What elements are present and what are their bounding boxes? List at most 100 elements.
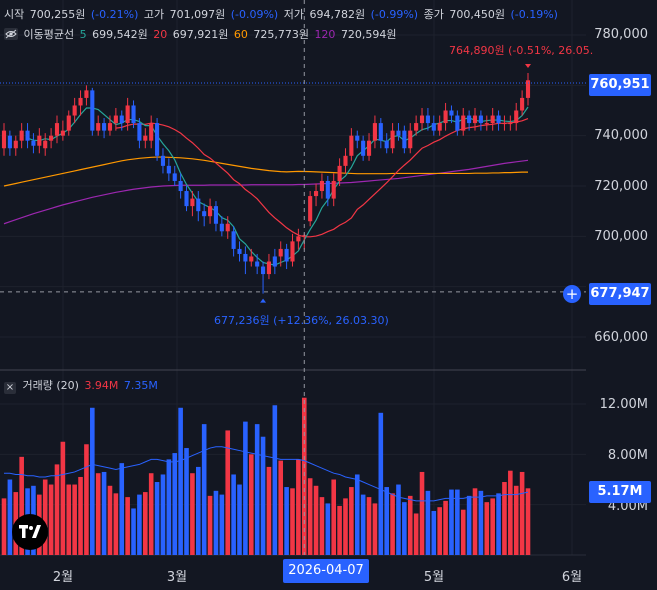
candle-body xyxy=(490,115,495,124)
volume-bar xyxy=(195,466,201,555)
time-tick: 5월 xyxy=(423,570,445,585)
candle-body xyxy=(166,165,171,174)
candle-body xyxy=(107,123,113,131)
candle-body xyxy=(72,105,77,116)
candle-body xyxy=(525,80,531,98)
volume-bar xyxy=(455,489,460,555)
candle-body xyxy=(125,105,130,124)
volume-bar xyxy=(207,495,213,555)
volume-bar xyxy=(472,488,478,555)
volume-bar xyxy=(396,484,401,555)
candle-body xyxy=(260,266,266,275)
candle-body xyxy=(437,123,442,131)
candle-body xyxy=(455,115,460,131)
volume-legend[interactable]: × 거래량 (20) 3.94M 7.35M xyxy=(4,377,160,394)
volume-bar xyxy=(425,490,431,555)
candle-body xyxy=(467,115,472,124)
open-change: (-0.21%) xyxy=(90,8,139,21)
close-change: (-0.19%) xyxy=(510,8,558,21)
volume-bar xyxy=(131,508,136,555)
candle-body xyxy=(31,140,36,146)
candle-body xyxy=(202,211,207,217)
volume-bar xyxy=(66,484,72,555)
candle-body xyxy=(478,115,483,124)
candle-body xyxy=(84,90,89,98)
volume-bar xyxy=(231,474,236,555)
volume-bar xyxy=(95,473,101,555)
volume-value: 3.94M xyxy=(84,379,119,392)
price-tick: 780,000 xyxy=(594,27,648,42)
high-change: (-0.09%) xyxy=(230,8,279,21)
candle-body xyxy=(496,115,501,124)
candle-body xyxy=(131,105,136,124)
tradingview-logo[interactable] xyxy=(12,514,48,550)
volume-bar xyxy=(513,485,519,555)
ma-legend-title: 이동평균선 xyxy=(23,28,75,41)
candle-body xyxy=(243,253,248,262)
volume-bar xyxy=(508,470,513,555)
candle-body xyxy=(349,135,354,156)
volume-bar xyxy=(443,500,448,555)
open-label: 시작 xyxy=(4,8,25,21)
collapse-icon[interactable]: × xyxy=(4,382,16,394)
volume-bar xyxy=(125,497,130,555)
candle-body xyxy=(502,123,507,125)
candle-body xyxy=(66,115,71,131)
candle-body xyxy=(143,135,148,141)
candle-body xyxy=(414,123,419,131)
volume-bar xyxy=(148,473,154,555)
volume-bar xyxy=(466,495,472,555)
high-marker xyxy=(525,64,531,69)
candle-body xyxy=(196,198,201,212)
open-value: 700,255원 xyxy=(29,8,86,21)
candle-body xyxy=(54,123,60,136)
volume-bar xyxy=(254,424,260,555)
candle-body xyxy=(160,155,166,166)
crosshair-overlay xyxy=(0,0,586,555)
candle-body xyxy=(113,115,118,124)
volume-bar xyxy=(278,460,284,555)
candle-body xyxy=(319,180,324,192)
low-change: (-0.99%) xyxy=(370,8,419,21)
volume-bar xyxy=(119,463,125,555)
candle-body xyxy=(361,140,366,156)
ma5-value: 699,542원 xyxy=(92,28,148,41)
candle-body xyxy=(255,261,260,267)
candle-body xyxy=(290,241,295,262)
time-tick: 6월 xyxy=(561,570,583,585)
ohlc-legend: 시작 700,255원 (-0.21%) 고가 701,097원 (-0.09%… xyxy=(4,6,560,22)
low-annotation: 677,236원 (+12.36%, 26.03.30) xyxy=(214,314,389,327)
volume-bar xyxy=(248,454,254,555)
candle-body xyxy=(119,115,124,124)
candle-body xyxy=(149,123,154,141)
volume-bar xyxy=(384,487,389,555)
candle-body xyxy=(419,115,425,124)
volume-bar xyxy=(290,488,295,555)
ma-legend[interactable]: 이동평균선 5 699,542원 20 697,921원 60 725,773원… xyxy=(4,26,399,42)
volume-bar xyxy=(349,487,354,555)
volume-bar xyxy=(360,494,366,555)
candle-body xyxy=(43,140,48,149)
ma120-value: 720,594원 xyxy=(340,28,397,41)
volume-bar xyxy=(319,497,325,555)
candle-body xyxy=(472,115,478,124)
candle-body xyxy=(225,223,230,232)
volume-bar xyxy=(143,492,148,555)
volume-bar xyxy=(437,507,442,555)
volume-ma-value: 7.35M xyxy=(123,379,158,392)
volume-bar xyxy=(496,493,501,555)
eye-icon[interactable] xyxy=(4,28,18,40)
volume-bar xyxy=(378,412,384,555)
candle-body xyxy=(90,90,95,131)
volume-tick: 8.00M xyxy=(607,448,648,463)
volume-bar xyxy=(237,484,242,555)
add-alert-button[interactable]: + xyxy=(563,285,581,303)
volume-bar xyxy=(343,498,348,555)
candle-body xyxy=(431,123,436,131)
volume-bar xyxy=(113,493,119,555)
ma20-period: 20 xyxy=(153,28,168,41)
volume-bar xyxy=(243,421,248,555)
ma60-line xyxy=(3,156,528,187)
price-tick: 740,000 xyxy=(594,128,648,143)
